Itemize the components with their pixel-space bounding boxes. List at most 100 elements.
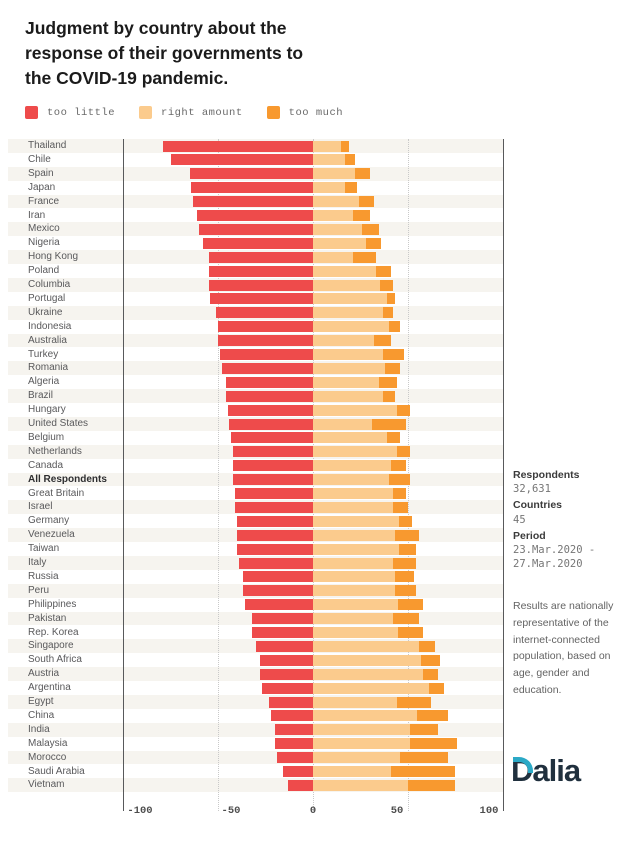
country-bar bbox=[231, 432, 401, 444]
bar-segment-right-amount bbox=[312, 237, 367, 249]
country-label: Italy bbox=[28, 557, 47, 568]
chart-row: Venezuela bbox=[0, 528, 620, 543]
chart-row: Singapore bbox=[0, 639, 620, 654]
country-bar bbox=[238, 557, 416, 569]
bar-segment-too-much bbox=[396, 404, 410, 416]
bar-segment-right-amount bbox=[312, 779, 408, 791]
bar-segment-too-much bbox=[366, 237, 382, 249]
bar-segment-too-little bbox=[225, 390, 313, 402]
country-label: Brazil bbox=[28, 390, 54, 402]
bar-segment-right-amount bbox=[312, 668, 424, 680]
chart-row: Argentina bbox=[0, 681, 620, 695]
country-bar bbox=[271, 710, 448, 722]
country-label: Nigeria bbox=[28, 237, 60, 249]
chart-row: South Africa bbox=[0, 653, 620, 667]
country-label: India bbox=[28, 723, 50, 735]
bar-segment-too-much bbox=[383, 349, 405, 360]
bar-segment-right-amount bbox=[312, 501, 393, 513]
country-bar bbox=[252, 627, 424, 638]
country-label: Vietnam bbox=[28, 779, 65, 791]
chart-row: Rep. Korea bbox=[0, 626, 620, 640]
bar-segment-too-little bbox=[170, 154, 313, 166]
bar-segment-too-much bbox=[379, 376, 397, 388]
bar-segment-right-amount bbox=[313, 168, 355, 180]
legend: too little right amount too much bbox=[25, 106, 367, 119]
country-bar bbox=[229, 418, 407, 430]
bar-segment-too-much bbox=[392, 501, 408, 513]
axis-tick-label: -100 bbox=[127, 805, 153, 817]
country-bar bbox=[275, 724, 439, 736]
bar-segment-too-little bbox=[229, 418, 313, 430]
country-label: United States bbox=[28, 418, 89, 429]
bar-segment-too-little bbox=[162, 140, 313, 152]
bar-segment-right-amount bbox=[313, 543, 399, 555]
bar-segment-too-much bbox=[392, 557, 416, 569]
axis-tick-label: 100 bbox=[479, 805, 499, 817]
bar-segment-too-much bbox=[407, 779, 456, 791]
chart-row: France bbox=[0, 194, 620, 209]
chart-row: Portugal bbox=[0, 292, 620, 306]
bar-segment-too-much bbox=[398, 627, 424, 638]
chart-row: Great Britain bbox=[0, 487, 620, 501]
country-bar bbox=[233, 474, 410, 486]
bar-segment-right-amount bbox=[312, 557, 393, 569]
bar-segment-too-little bbox=[282, 766, 313, 777]
chart-row: Thailand bbox=[0, 139, 620, 153]
country-label: France bbox=[28, 195, 60, 207]
respondents-value: 32,631 bbox=[513, 483, 551, 496]
country-bar bbox=[256, 640, 435, 652]
bar-segment-right-amount bbox=[312, 140, 342, 152]
legend-swatch bbox=[139, 106, 153, 119]
legend-label: too little bbox=[47, 106, 116, 119]
country-label: Indonesia bbox=[28, 320, 72, 332]
country-label: China bbox=[28, 709, 55, 721]
chart-row: Columbia bbox=[0, 278, 620, 292]
bar-segment-too-little bbox=[235, 488, 313, 499]
bar-segment-right-amount bbox=[313, 223, 363, 235]
chart-row: Hungary bbox=[0, 403, 620, 417]
countries-value: 45 bbox=[513, 513, 526, 526]
country-bar bbox=[259, 654, 441, 666]
country-bar bbox=[162, 140, 350, 152]
countries-label: Countries bbox=[513, 499, 563, 512]
bar-segment-right-amount bbox=[313, 251, 353, 263]
bar-segment-too-little bbox=[225, 376, 313, 388]
bar-segment-too-much bbox=[428, 682, 445, 694]
bar-segment-too-much bbox=[389, 321, 401, 333]
bar-segment-too-little bbox=[252, 613, 313, 625]
bar-segment-too-much bbox=[387, 293, 395, 305]
country-bar bbox=[218, 335, 391, 347]
bar-segment-too-little bbox=[208, 251, 313, 263]
bar-segment-too-little bbox=[276, 752, 313, 764]
country-bar bbox=[225, 390, 395, 402]
country-bar bbox=[252, 613, 420, 625]
country-label: Philippines bbox=[28, 598, 77, 610]
legend-item: too little bbox=[25, 106, 115, 119]
bar-segment-too-little bbox=[210, 293, 313, 305]
bar-segment-too-little bbox=[199, 223, 313, 235]
axis-line bbox=[503, 139, 504, 811]
bar-segment-too-little bbox=[233, 474, 313, 486]
axis-line bbox=[123, 139, 124, 811]
bar-segment-too-much bbox=[383, 307, 393, 319]
country-bar bbox=[282, 766, 456, 777]
chart-row: Hong Kong bbox=[0, 250, 620, 265]
country-label: Great Britain bbox=[28, 487, 85, 499]
country-label: Peru bbox=[28, 584, 50, 596]
period-label: Period bbox=[513, 529, 546, 542]
bar-segment-right-amount bbox=[312, 766, 391, 777]
country-label: Japan bbox=[28, 181, 56, 193]
bar-segment-too-little bbox=[233, 460, 313, 472]
country-label: Hong Kong bbox=[28, 251, 79, 263]
country-bar bbox=[244, 599, 424, 611]
country-label: Argentina bbox=[28, 682, 71, 694]
chart-row: Taiwan bbox=[0, 542, 620, 556]
country-bar bbox=[216, 307, 393, 319]
bar-segment-right-amount bbox=[312, 432, 388, 444]
country-bar bbox=[259, 668, 439, 680]
dalia-logo: Dalia bbox=[511, 753, 581, 789]
country-label: All Respondents bbox=[28, 473, 107, 485]
bar-segment-too-much bbox=[371, 418, 407, 430]
bar-segment-too-much bbox=[383, 390, 395, 402]
country-label: Thailand bbox=[28, 140, 67, 151]
